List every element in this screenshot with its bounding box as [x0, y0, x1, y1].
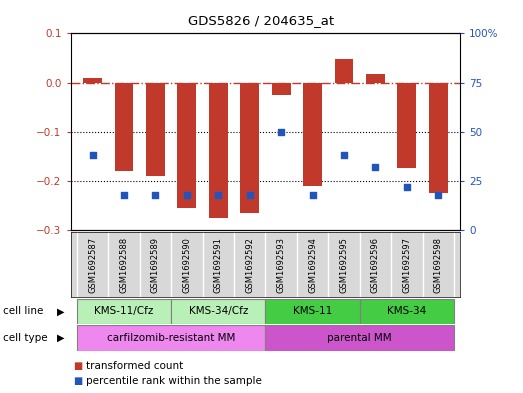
Point: [183, 191, 191, 198]
Bar: [77, 325, 266, 351]
Bar: [146, 83, 165, 176]
Bar: [397, 83, 416, 169]
Text: GSM1692587: GSM1692587: [88, 237, 97, 293]
Bar: [83, 77, 102, 83]
Point: [434, 191, 442, 198]
Text: GSM1692590: GSM1692590: [183, 237, 191, 293]
Text: parental MM: parental MM: [327, 333, 392, 343]
Text: GSM1692598: GSM1692598: [434, 237, 443, 293]
Text: GSM1692593: GSM1692593: [277, 237, 286, 293]
Bar: [360, 299, 454, 324]
Text: KMS-11: KMS-11: [293, 307, 332, 316]
Text: GSM1692592: GSM1692592: [245, 237, 254, 293]
Text: cell type: cell type: [3, 333, 47, 343]
Point: [245, 191, 254, 198]
Bar: [303, 83, 322, 185]
Bar: [77, 299, 171, 324]
Point: [277, 129, 286, 135]
Point: [371, 164, 380, 170]
Text: ▶: ▶: [56, 307, 64, 316]
Bar: [266, 325, 454, 351]
Text: GSM1692589: GSM1692589: [151, 237, 160, 293]
Point: [151, 191, 160, 198]
Text: KMS-34/Cfz: KMS-34/Cfz: [189, 307, 248, 316]
Bar: [209, 83, 228, 218]
Text: GDS5826 / 204635_at: GDS5826 / 204635_at: [188, 14, 335, 27]
Bar: [335, 59, 354, 83]
Point: [309, 191, 317, 198]
Text: transformed count: transformed count: [86, 361, 184, 371]
Text: GSM1692594: GSM1692594: [308, 237, 317, 293]
Bar: [171, 299, 266, 324]
Text: GSM1692595: GSM1692595: [339, 237, 348, 293]
Text: GSM1692588: GSM1692588: [120, 237, 129, 293]
Bar: [266, 299, 360, 324]
Text: ■: ■: [73, 376, 83, 386]
Text: KMS-11/Cfz: KMS-11/Cfz: [94, 307, 154, 316]
Point: [214, 191, 222, 198]
Text: GSM1692597: GSM1692597: [402, 237, 411, 293]
Text: cell line: cell line: [3, 307, 43, 316]
Point: [340, 152, 348, 158]
Bar: [115, 83, 133, 171]
Text: GSM1692591: GSM1692591: [214, 237, 223, 293]
Text: GSM1692596: GSM1692596: [371, 237, 380, 293]
Bar: [177, 83, 196, 208]
Bar: [429, 83, 448, 193]
Text: ▶: ▶: [56, 333, 64, 343]
Point: [403, 184, 411, 190]
Text: carfilzomib-resistant MM: carfilzomib-resistant MM: [107, 333, 235, 343]
Point: [88, 152, 97, 158]
Text: ■: ■: [73, 361, 83, 371]
Bar: [366, 73, 385, 83]
Point: [120, 191, 128, 198]
Bar: [240, 83, 259, 213]
Text: KMS-34: KMS-34: [387, 307, 426, 316]
Bar: [272, 83, 291, 95]
Text: percentile rank within the sample: percentile rank within the sample: [86, 376, 262, 386]
